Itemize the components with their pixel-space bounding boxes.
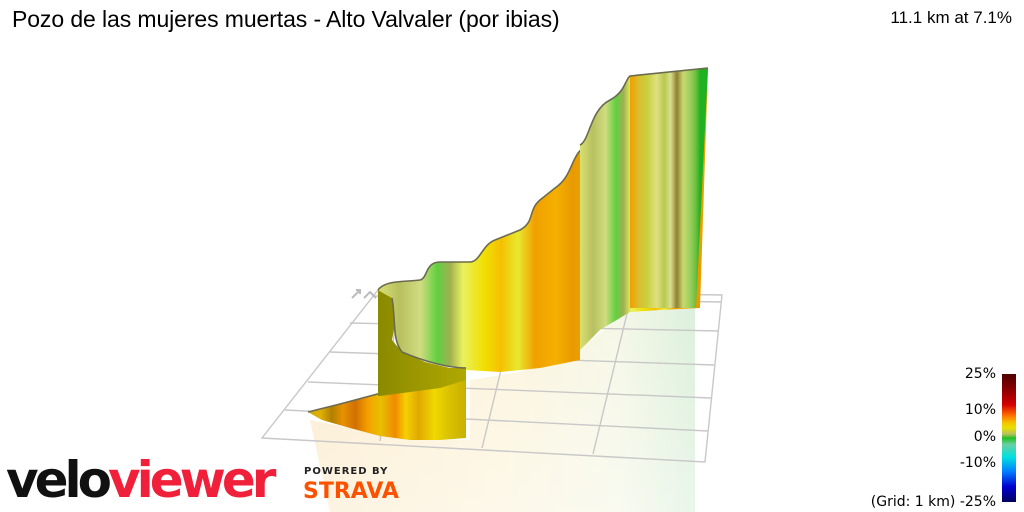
- gradient-legend: 25% 10% 0% -10% (Grid: 1 km) -25%: [854, 366, 1024, 512]
- logo-velo: velo: [6, 451, 112, 509]
- legend-label-neg10: -10%: [959, 455, 996, 471]
- profile-segment-middle: [377, 144, 591, 372]
- strava-logo[interactable]: STRAVA: [303, 479, 399, 504]
- legend-label-0: 0%: [973, 429, 996, 445]
- legend-label-25: 25%: [964, 366, 996, 382]
- legend-label-10: 10%: [964, 402, 996, 418]
- legend-label-neg25-grid: (Grid: 1 km) -25%: [870, 494, 996, 510]
- veloviewer-logo[interactable]: veloviewer: [6, 451, 276, 509]
- powered-by-label: POWERED BY: [304, 466, 389, 477]
- logo-viewer: viewer: [108, 451, 276, 509]
- profile-side-wall: [378, 290, 466, 396]
- gradient-color-scale: [1002, 374, 1016, 502]
- page-title: Pozo de las mujeres muertas - Alto Valva…: [12, 6, 560, 32]
- north-arrow-icon: [351, 289, 377, 299]
- profile-segment-upper: [579, 67, 709, 350]
- climb-summary: 11.1 km at 7.1%: [890, 8, 1012, 27]
